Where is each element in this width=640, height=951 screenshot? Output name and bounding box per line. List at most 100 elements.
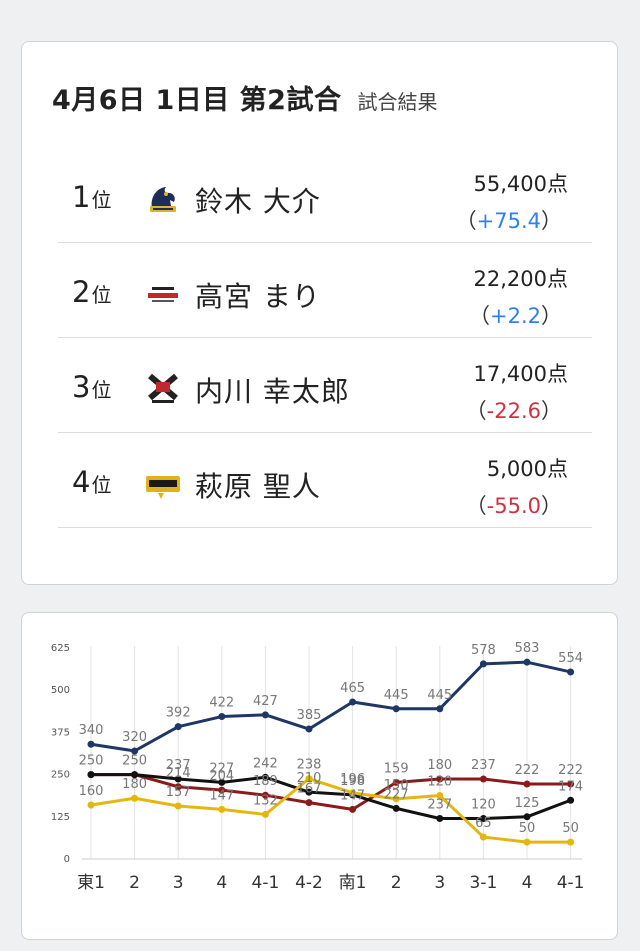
data-label: 157 — [166, 785, 191, 800]
x-tick-label: 東1 — [77, 873, 105, 893]
series-line-4 — [90, 777, 571, 844]
x-tick-label: 3 — [434, 873, 445, 893]
data-label: 445 — [384, 688, 409, 703]
data-point — [523, 658, 531, 666]
data-label: 147 — [209, 788, 234, 803]
x-tick-label: 4-1 — [252, 873, 280, 893]
ranking-row-2[interactable]: 2位 高宮 まり 22,200点 （+2.2） — [58, 243, 592, 338]
data-point — [218, 786, 226, 794]
data-point — [479, 833, 487, 841]
x-tick-label: 2 — [391, 873, 402, 893]
results-card: 4月6日 1日目 第2試合 試合結果 1位 鈴木 大介 55,400点 （+75… — [21, 41, 618, 585]
data-label: 50 — [562, 821, 579, 836]
data-point — [479, 660, 487, 668]
data-label: 427 — [253, 694, 278, 709]
data-label: 392 — [166, 706, 191, 721]
data-label: 125 — [515, 796, 540, 811]
data-label: 180 — [122, 777, 147, 792]
data-point — [567, 838, 575, 846]
data-point — [218, 713, 226, 721]
team-logo-beast-icon — [150, 187, 176, 212]
player-score: 55,400点 — [473, 172, 568, 196]
data-point — [174, 723, 182, 731]
data-label: 422 — [209, 696, 234, 711]
series-line-2 — [91, 773, 571, 811]
x-tick-label: 2 — [129, 873, 140, 893]
data-point — [567, 668, 575, 676]
team-logo-kazan-icon — [148, 373, 178, 403]
point-diff: （-55.0） — [465, 494, 562, 518]
data-label: 214 — [166, 766, 191, 781]
player-score: 17,400点 — [473, 362, 568, 386]
data-point — [87, 740, 95, 748]
y-tick-label: 625 — [51, 643, 70, 654]
page-subtitle: 試合結果 — [357, 90, 438, 114]
data-point — [436, 775, 444, 783]
data-label: 210 — [297, 771, 322, 786]
x-tick-label: 3-1 — [470, 873, 498, 893]
data-label: 242 — [253, 756, 278, 771]
x-tick-label: 4 — [216, 873, 227, 893]
data-label: 583 — [515, 641, 540, 656]
y-tick-label: 0 — [64, 854, 70, 865]
player-name: 鈴木 大介 — [195, 185, 321, 218]
x-tick-label: 4-2 — [295, 873, 323, 893]
rank-number: 1位 — [72, 180, 112, 214]
data-point — [479, 775, 487, 783]
data-point — [305, 788, 313, 796]
y-tick-label: 375 — [51, 727, 70, 738]
data-label: 222 — [558, 763, 583, 778]
rank-number: 3位 — [72, 370, 112, 404]
score-chart-card: 0 125 250 375 500 625 東1 2 3 4 4-1 4-2 南1 2 3 3-1 4 4-1 34… — [21, 612, 618, 940]
data-point — [87, 771, 95, 779]
data-label: 160 — [79, 784, 104, 799]
data-point — [436, 814, 444, 822]
data-point — [131, 794, 139, 802]
data-label: 227 — [384, 787, 409, 802]
data-point — [392, 705, 400, 713]
score-line-chart: 0 125 250 375 500 625 東1 2 3 4 4-1 4-2 南1 2 3 3-1 4 4-1 34… — [51, 641, 585, 893]
data-label: 120 — [471, 797, 496, 812]
data-label: 159 — [384, 761, 409, 776]
data-label: 180 — [427, 758, 452, 773]
point-diff: （-22.6） — [465, 399, 562, 423]
y-tick-label: 125 — [51, 812, 70, 823]
data-point — [174, 783, 182, 791]
data-label: 320 — [122, 730, 147, 745]
series-line-3 — [91, 773, 572, 820]
data-label: 237 — [166, 758, 191, 773]
data-point — [349, 698, 357, 706]
player-name: 高宮 まり — [195, 280, 321, 313]
data-label: 189 — [253, 774, 278, 789]
data-point — [436, 792, 444, 800]
data-point — [261, 711, 269, 719]
rank-number: 4位 — [72, 465, 112, 499]
data-label: 198 — [340, 774, 365, 789]
ranking-row-4[interactable]: 4位 萩原 聖人 5,000点 （-55.0） — [58, 433, 592, 528]
data-label: 385 — [297, 708, 322, 723]
data-point — [436, 705, 444, 713]
data-label: 204 — [209, 769, 234, 784]
data-label: 167 — [297, 782, 322, 797]
ranking-row-3[interactable]: 3位 内川 幸太郎 17,400点 （-22.6） — [58, 338, 592, 433]
data-label: 578 — [471, 643, 496, 658]
ranking-row-1[interactable]: 1位 鈴木 大介 55,400点 （+75.4） — [58, 148, 592, 243]
data-label: 445 — [427, 688, 452, 703]
data-label: 132 — [253, 793, 278, 808]
data-point — [523, 813, 531, 821]
point-diff: （+75.4） — [455, 209, 562, 233]
data-point — [392, 778, 400, 786]
team-logo-raiden-icon — [146, 476, 180, 499]
team-logo-konami-icon — [148, 287, 178, 302]
data-point — [261, 810, 269, 818]
data-point — [261, 773, 269, 781]
data-point — [523, 838, 531, 846]
data-label: 120 — [427, 775, 452, 790]
x-tick-label: 南1 — [339, 873, 367, 893]
data-point — [349, 805, 357, 813]
data-label: 174 — [558, 779, 583, 794]
data-point — [261, 791, 269, 799]
data-point — [174, 802, 182, 810]
data-point — [392, 804, 400, 812]
data-point — [131, 747, 139, 755]
